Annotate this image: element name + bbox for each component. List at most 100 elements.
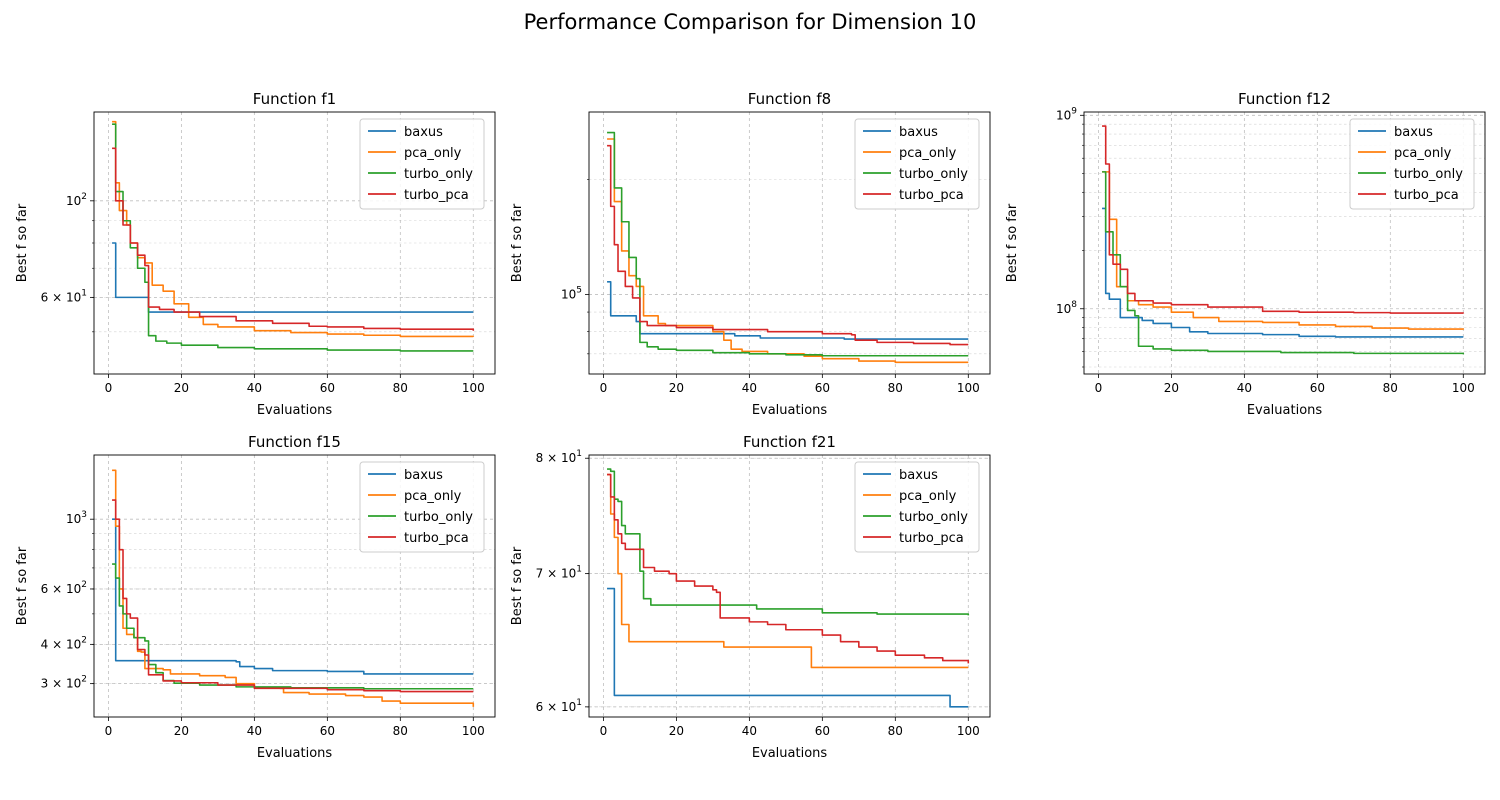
- legend-box: [1349, 118, 1475, 210]
- axes-frame: [588, 111, 991, 375]
- y-tick-label: 102: [66, 192, 87, 208]
- y-tick-label: 6 × 101: [41, 288, 87, 304]
- subplot-3: 108 109 0 20 40 60 80 100 Function f12 Evaluation…: [1005, 90, 1486, 418]
- y-tick-label: 108: [1056, 300, 1077, 316]
- axes-frame: [93, 454, 496, 718]
- x-tick-label: 0: [105, 724, 113, 738]
- x-tick-label: 100: [1452, 381, 1475, 395]
- subplot-4: 3 × 102 4 × 102 6 × 102 103 0 20 40 60 80 100 Func…: [15, 433, 496, 761]
- series-line-turbo_pca: [112, 499, 474, 693]
- series-line-pca_only: [112, 469, 475, 707]
- y-axis-label: Best f so far: [1005, 203, 1020, 282]
- x-axis-label: Evaluations: [752, 403, 828, 418]
- y-tick-label: 8 × 101: [536, 449, 582, 465]
- x-tick-label: 40: [247, 381, 262, 395]
- y-tick-label: 3 × 102: [41, 675, 87, 691]
- x-tick-label: 60: [320, 381, 335, 395]
- x-tick-label: 0: [105, 381, 113, 395]
- subplot-title: Function f12: [1238, 90, 1331, 108]
- legend-label: baxus: [404, 125, 443, 140]
- x-tick-label: 20: [669, 381, 684, 395]
- legend-label: turbo_pca: [1394, 188, 1459, 203]
- legend: baxus pca_only turbo_only turbo_pca: [359, 118, 485, 210]
- x-tick-label: 80: [1383, 381, 1398, 395]
- x-tick-label: 80: [888, 381, 903, 395]
- subplot-2: 105 0 20 40 60 80 100 Function f8 Evaluations Bes…: [510, 90, 991, 418]
- y-tick-label: 105: [561, 286, 582, 302]
- x-tick-label: 60: [1310, 381, 1325, 395]
- legend-box: [854, 461, 980, 553]
- legend-label: turbo_only: [899, 167, 968, 182]
- x-tick-label: 0: [1095, 381, 1103, 395]
- legend-label: turbo_pca: [404, 188, 469, 203]
- legend-label: turbo_pca: [899, 531, 964, 546]
- series-line-baxus: [607, 280, 969, 340]
- x-axis-label: Evaluations: [257, 403, 333, 418]
- legend-label: turbo_only: [899, 510, 968, 525]
- series-line-baxus: [112, 242, 474, 313]
- x-tick-label: 40: [742, 724, 757, 738]
- y-axis-label: Best f so far: [15, 546, 30, 625]
- legend: baxus pca_only turbo_only turbo_pca: [1349, 118, 1475, 210]
- x-tick-label: 100: [957, 724, 980, 738]
- x-tick-label: 60: [815, 381, 830, 395]
- series-line-turbo_only: [112, 563, 474, 690]
- series-line-turbo_pca: [1102, 125, 1465, 314]
- subplot-title: Function f8: [748, 90, 831, 108]
- x-tick-label: 100: [957, 381, 980, 395]
- series-line-baxus: [1102, 207, 1464, 338]
- y-tick-label: 4 × 102: [41, 635, 87, 651]
- legend-label: pca_only: [404, 146, 462, 161]
- figure-title: Performance Comparison for Dimension 10: [523, 10, 977, 34]
- legend-label: baxus: [899, 468, 938, 483]
- subplot-5: 6 × 101 7 × 101 8 × 101 0 20 40 60 80 100 Functio…: [510, 433, 991, 761]
- series-line-pca_only: [607, 138, 969, 364]
- x-axis-label: Evaluations: [752, 746, 828, 761]
- legend-label: turbo_only: [1394, 167, 1463, 182]
- subplot-1: 6 × 101 102 0 20 40 60 80 100 Function f1 Evaluat…: [15, 90, 496, 418]
- legend-label: turbo_pca: [899, 188, 964, 203]
- series-line-turbo_pca: [607, 144, 969, 346]
- series-line-baxus: [112, 518, 474, 675]
- x-tick-label: 100: [462, 381, 485, 395]
- x-tick-label: 0: [600, 381, 608, 395]
- x-tick-label: 20: [174, 381, 189, 395]
- legend-box: [359, 461, 485, 553]
- series-line-turbo_pca: [607, 473, 970, 664]
- x-tick-label: 80: [393, 724, 408, 738]
- x-tick-label: 40: [742, 381, 757, 395]
- legend: baxus pca_only turbo_only turbo_pca: [854, 461, 980, 553]
- series-line-turbo_only: [112, 123, 474, 352]
- subplot-title: Function f21: [743, 433, 836, 451]
- y-axis-label: Best f so far: [510, 203, 525, 282]
- legend-label: baxus: [1394, 125, 1433, 140]
- y-tick-label: 7 × 101: [536, 565, 582, 581]
- legend-box: [359, 118, 485, 210]
- subplot-title: Function f15: [248, 433, 341, 451]
- y-tick-label: 103: [66, 510, 87, 526]
- x-tick-label: 100: [462, 724, 485, 738]
- x-tick-label: 0: [600, 724, 608, 738]
- axes-frame: [1083, 111, 1486, 375]
- y-tick-label: 6 × 101: [536, 698, 582, 714]
- axes-frame: [588, 454, 991, 718]
- legend-label: turbo_only: [404, 167, 473, 182]
- y-tick-label: 109: [1056, 106, 1077, 122]
- x-tick-label: 20: [669, 724, 684, 738]
- x-tick-label: 20: [174, 724, 189, 738]
- x-axis-label: Evaluations: [257, 746, 333, 761]
- legend-label: pca_only: [404, 489, 462, 504]
- x-tick-label: 60: [815, 724, 830, 738]
- legend: baxus pca_only turbo_only turbo_pca: [854, 118, 980, 210]
- subplot-title: Function f1: [253, 90, 336, 108]
- series-line-baxus: [607, 587, 969, 708]
- legend: baxus pca_only turbo_only turbo_pca: [359, 461, 485, 553]
- series-line-turbo_only: [607, 468, 970, 616]
- y-tick-label: 6 × 102: [41, 580, 87, 596]
- y-axis-label: Best f so far: [510, 546, 525, 625]
- legend-label: baxus: [404, 468, 443, 483]
- x-axis-label: Evaluations: [1247, 403, 1323, 418]
- series-line-turbo_pca: [112, 147, 475, 331]
- x-tick-label: 60: [320, 724, 335, 738]
